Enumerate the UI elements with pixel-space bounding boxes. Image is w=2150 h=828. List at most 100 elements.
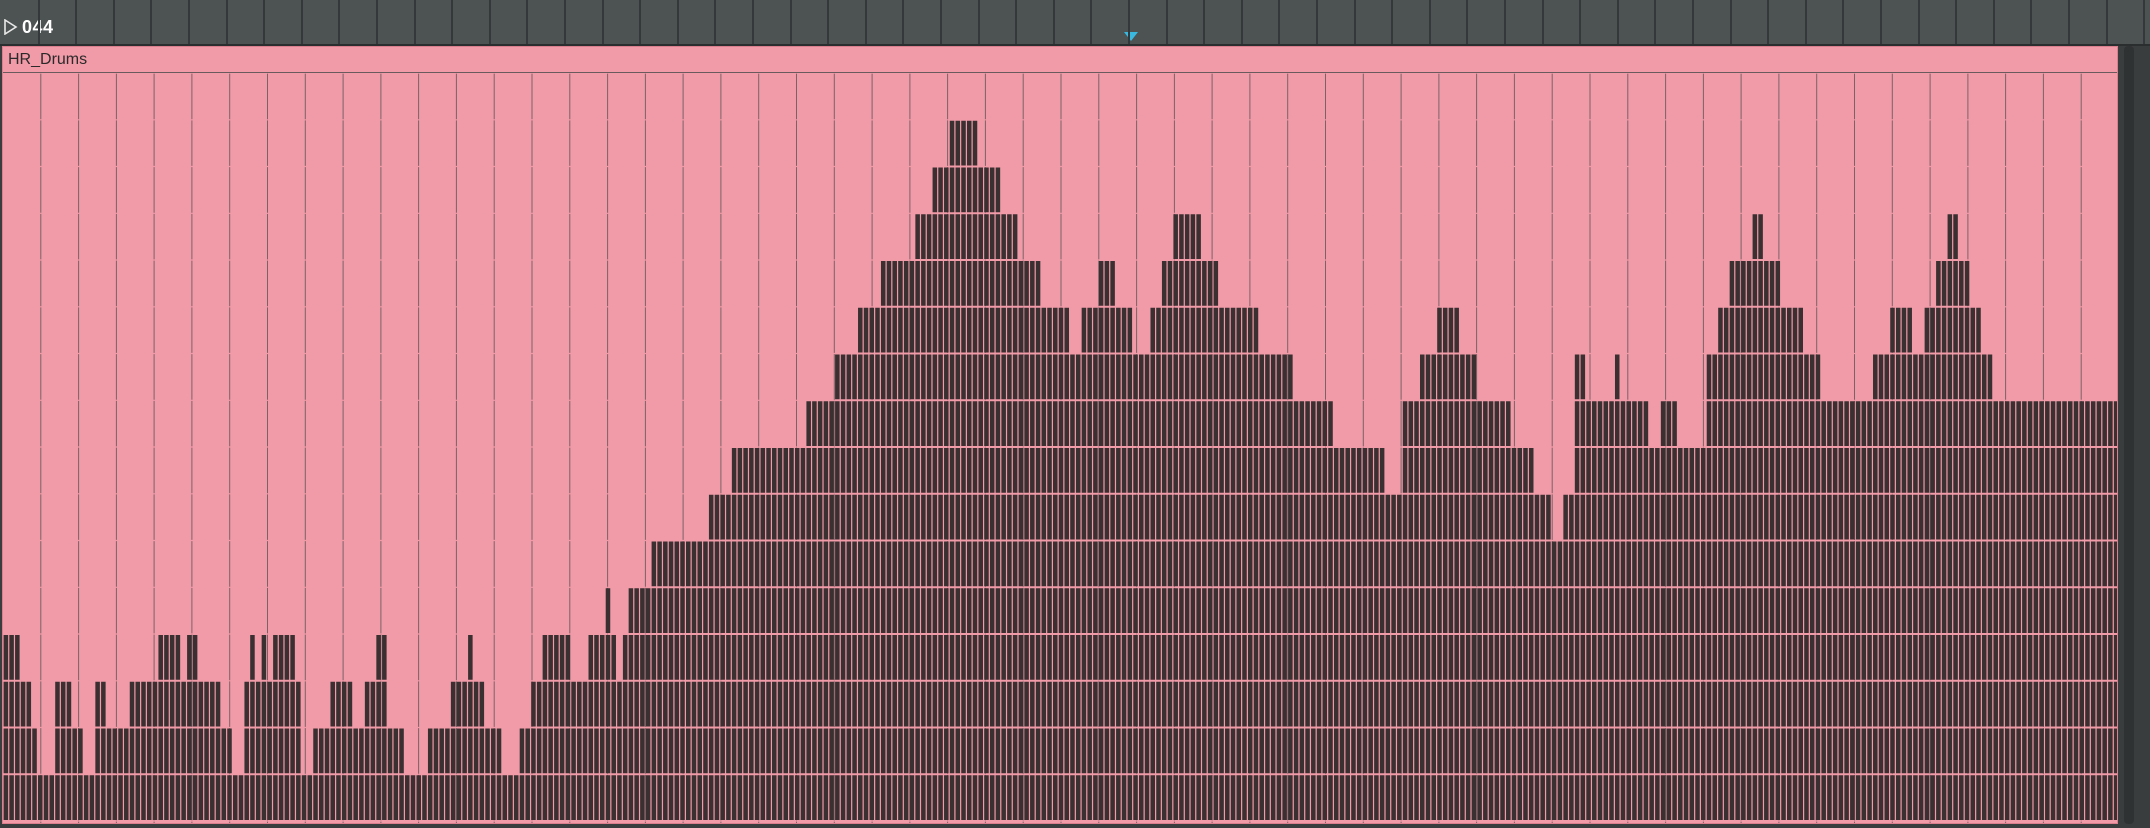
midi-note[interactable] — [1213, 307, 1219, 353]
midi-note[interactable] — [1494, 588, 1500, 633]
midi-note[interactable] — [852, 541, 857, 587]
midi-note[interactable] — [1333, 448, 1339, 493]
midi-note[interactable] — [1356, 588, 1362, 633]
midi-note[interactable] — [1305, 494, 1310, 540]
midi-note[interactable] — [1064, 728, 1069, 774]
midi-note[interactable] — [938, 728, 943, 774]
midi-note[interactable] — [961, 448, 966, 493]
midi-note[interactable] — [1093, 494, 1098, 540]
midi-note[interactable] — [2016, 588, 2021, 633]
midi-note[interactable] — [1460, 728, 1465, 774]
midi-note[interactable] — [1219, 541, 1224, 587]
midi-note[interactable] — [1190, 307, 1196, 353]
midi-note[interactable] — [909, 448, 915, 493]
midi-note[interactable] — [875, 307, 880, 353]
midi-note[interactable] — [1253, 728, 1259, 774]
midi-note[interactable] — [783, 588, 789, 633]
midi-note[interactable] — [112, 728, 118, 774]
midi-note[interactable] — [812, 448, 817, 493]
midi-note[interactable] — [674, 541, 680, 587]
midi-note[interactable] — [1500, 401, 1505, 446]
midi-note[interactable] — [1282, 541, 1287, 587]
midi-note[interactable] — [38, 775, 43, 820]
midi-note[interactable] — [1741, 541, 1746, 587]
midi-note[interactable] — [720, 775, 725, 820]
midi-note[interactable] — [2113, 728, 2118, 774]
midi-note[interactable] — [944, 214, 949, 259]
midi-note[interactable] — [1838, 635, 1844, 680]
midi-note[interactable] — [1746, 307, 1752, 353]
midi-note[interactable] — [1431, 775, 1436, 820]
midi-note[interactable] — [1339, 494, 1345, 540]
midi-note[interactable] — [1844, 635, 1849, 680]
midi-note[interactable] — [1695, 681, 1700, 727]
midi-note[interactable] — [938, 588, 943, 633]
midi-note[interactable] — [1855, 494, 1861, 540]
midi-note[interactable] — [1247, 448, 1253, 493]
midi-note[interactable] — [1190, 681, 1196, 727]
midi-note[interactable] — [978, 541, 983, 587]
midi-note[interactable] — [812, 728, 817, 774]
midi-note[interactable] — [1735, 261, 1740, 306]
midi-note[interactable] — [1184, 214, 1190, 259]
midi-note[interactable] — [1913, 401, 1918, 446]
midi-note[interactable] — [1282, 635, 1287, 680]
midi-note[interactable] — [909, 307, 915, 353]
midi-note[interactable] — [1299, 494, 1305, 540]
midi-note[interactable] — [2056, 541, 2062, 587]
midi-note[interactable] — [984, 214, 989, 259]
midi-note[interactable] — [2062, 588, 2067, 633]
midi-note[interactable] — [1804, 775, 1809, 820]
midi-note[interactable] — [2004, 728, 2010, 774]
midi-note[interactable] — [1970, 541, 1976, 587]
midi-note[interactable] — [2085, 494, 2090, 540]
midi-note[interactable] — [1139, 541, 1144, 587]
midi-note[interactable] — [2016, 541, 2021, 587]
midi-note[interactable] — [858, 494, 863, 540]
midi-note[interactable] — [599, 775, 605, 820]
midi-note[interactable] — [978, 354, 983, 400]
midi-note[interactable] — [1500, 635, 1505, 680]
midi-note[interactable] — [1603, 728, 1609, 774]
midi-note[interactable] — [2004, 588, 2010, 633]
midi-note[interactable] — [1735, 681, 1740, 727]
midi-note[interactable] — [680, 588, 685, 633]
midi-note[interactable] — [158, 775, 163, 820]
midi-note[interactable] — [1976, 588, 1981, 633]
midi-note[interactable] — [691, 681, 697, 727]
midi-note[interactable] — [1047, 635, 1052, 680]
midi-note[interactable] — [932, 261, 938, 306]
midi-note[interactable] — [559, 775, 565, 820]
midi-region[interactable]: HR_Drums — [2, 46, 2118, 824]
midi-note[interactable] — [198, 681, 204, 727]
midi-note[interactable] — [1758, 728, 1763, 774]
midi-note[interactable] — [1437, 775, 1442, 820]
midi-note[interactable] — [2033, 775, 2039, 820]
midi-note[interactable] — [1821, 728, 1826, 774]
midi-note[interactable] — [926, 261, 932, 306]
midi-note[interactable] — [1735, 635, 1740, 680]
midi-note[interactable] — [1190, 588, 1196, 633]
midi-note[interactable] — [1574, 541, 1580, 587]
midi-note[interactable] — [1167, 681, 1173, 727]
midi-note[interactable] — [410, 775, 416, 820]
midi-note[interactable] — [1167, 494, 1173, 540]
midi-note[interactable] — [1614, 541, 1620, 587]
midi-note[interactable] — [875, 354, 880, 400]
midi-note[interactable] — [1070, 401, 1075, 446]
midi-note[interactable] — [1064, 541, 1069, 587]
note-grid[interactable] — [3, 47, 2118, 824]
midi-note[interactable] — [554, 775, 559, 820]
midi-note[interactable] — [1815, 775, 1821, 820]
midi-note[interactable] — [1345, 775, 1350, 820]
midi-note[interactable] — [2085, 635, 2090, 680]
midi-note[interactable] — [1689, 681, 1695, 727]
midi-note[interactable] — [1448, 681, 1454, 727]
midi-note[interactable] — [840, 401, 846, 446]
midi-note[interactable] — [708, 775, 714, 820]
midi-note[interactable] — [622, 681, 628, 727]
midi-note[interactable] — [2062, 494, 2067, 540]
midi-note[interactable] — [1844, 588, 1849, 633]
midi-note[interactable] — [812, 775, 817, 820]
midi-note[interactable] — [1901, 541, 1907, 587]
